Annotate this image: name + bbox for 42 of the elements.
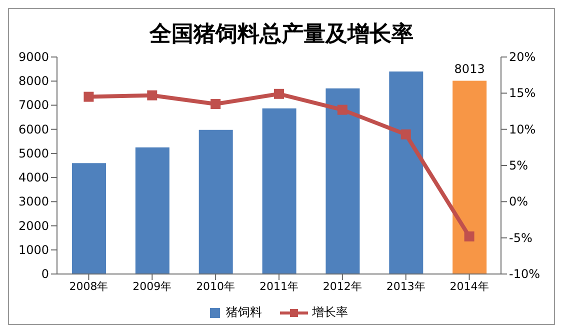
y2-tick-label: -5% [509, 230, 532, 245]
point [400, 129, 411, 140]
y-tick-label: 6000 [18, 122, 49, 136]
point [274, 88, 284, 99]
y-tick-label: 3000 [18, 194, 49, 209]
bar [326, 88, 360, 274]
y-tick-label: 8000 [18, 74, 49, 88]
y2-tick-label: 20% [509, 50, 536, 64]
y-tick-label: 7000 [18, 98, 49, 112]
bar [72, 163, 106, 274]
y2-tick-label: 5% [509, 158, 528, 172]
x-tick-label: 2009年 [132, 280, 172, 293]
y2-tick-label: 10% [509, 122, 536, 136]
chart-title: 全国猪饲料总产量及增长率 [148, 20, 414, 49]
x-tick-label: 2011年 [260, 280, 298, 293]
x-tick-label: 2008年 [69, 280, 108, 293]
legend-label: 猪饲料 [226, 304, 262, 321]
bar [135, 147, 170, 274]
y-tick-label: 2000 [18, 218, 49, 233]
x-tick-label: 2013年 [386, 280, 426, 293]
legend-label: 增长率 [312, 304, 348, 321]
point [210, 99, 221, 110]
bar [262, 108, 296, 274]
point [84, 92, 94, 102]
y2-tick-label: 0% [509, 194, 528, 209]
point [337, 104, 348, 115]
point [147, 90, 158, 100]
y-tick-label: 5000 [18, 146, 49, 160]
y-tick-label: 0 [41, 267, 49, 281]
x-tick-label: 2014年 [450, 280, 489, 293]
y-tick-label: 1000 [18, 242, 49, 257]
point [464, 231, 474, 242]
y2-tick-label: 15% [509, 86, 536, 100]
y-tick-label: 4000 [18, 170, 49, 185]
y-tick-label: 9000 [18, 50, 49, 64]
bar [198, 130, 233, 274]
data-label: 8013 [454, 62, 485, 76]
bar [389, 71, 424, 274]
x-tick-label: 2012年 [322, 280, 362, 293]
x-tick-label: 2010年 [196, 280, 236, 293]
bar [452, 80, 487, 274]
y2-tick-label: -10% [509, 267, 540, 281]
